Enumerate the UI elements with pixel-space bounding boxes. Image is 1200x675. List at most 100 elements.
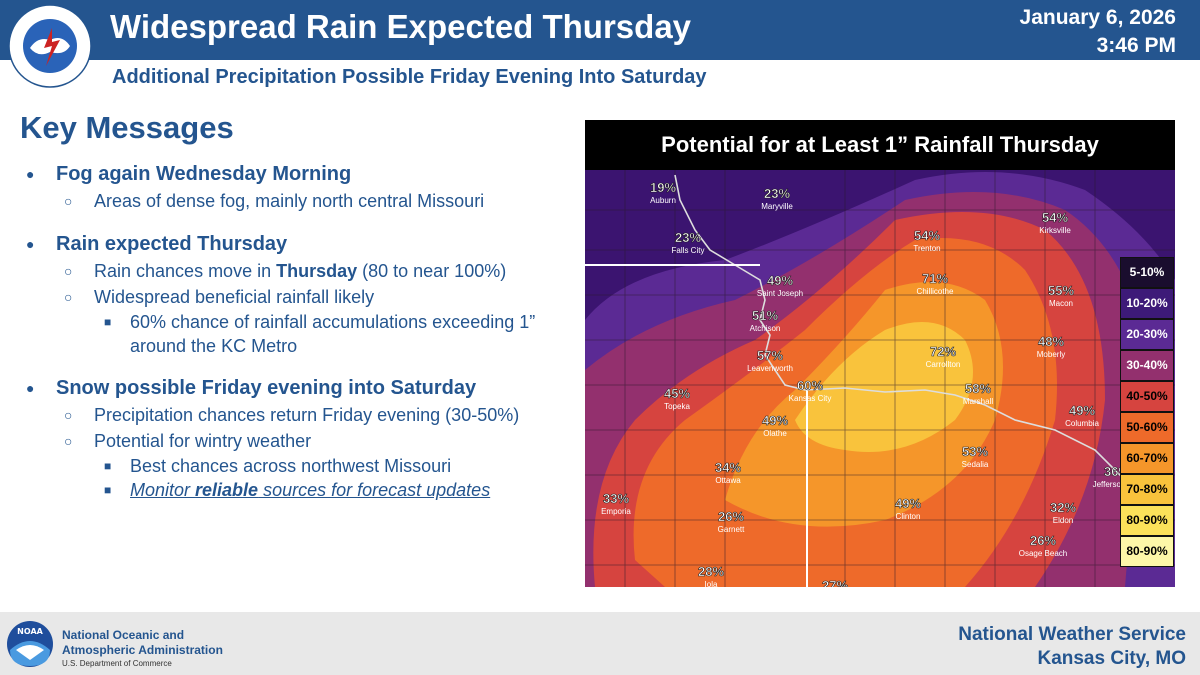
noaa-department: U.S. Department of Commerce (62, 659, 172, 668)
city-name: Kirksville (1039, 226, 1071, 235)
message-snow-monitor: Monitor reliable sources for forecast up… (26, 478, 576, 502)
city-label: 51%Atchison (750, 308, 781, 333)
city-name: Sedalia (962, 460, 989, 469)
city-name: Carrollton (926, 360, 961, 369)
city-percent: 53% (962, 444, 988, 459)
city-percent: 33% (603, 491, 629, 506)
city-name: Kansas City (789, 394, 832, 403)
city-percent: 23% (675, 230, 701, 245)
city-name: Eldon (1053, 516, 1073, 525)
city-percent: 27% (822, 578, 848, 587)
message-rain-beneficial: Widespread beneficial rainfall likely (26, 284, 576, 310)
city-percent: 49% (1069, 403, 1095, 418)
city-percent: 49% (762, 413, 788, 428)
city-label: 33%Emporia (601, 491, 631, 516)
city-label: 23%Maryville (761, 186, 793, 211)
city-name: Garnett (718, 525, 745, 534)
city-percent: 58% (965, 381, 991, 396)
noaa-logo-icon: NOAA (7, 621, 53, 667)
city-label: 49%Columbia (1065, 403, 1099, 428)
city-name: Iola (705, 580, 718, 587)
city-name: Osage Beach (1019, 549, 1067, 558)
legend-item: 70-80% (1120, 474, 1174, 505)
city-percent: 48% (1038, 334, 1064, 349)
city-label: 49%Clinton (895, 496, 922, 521)
city-name: Atchison (750, 324, 781, 333)
legend-item: 30-40% (1120, 350, 1174, 381)
city-label: 32%Eldon (1050, 500, 1077, 525)
city-label: 54%Trenton (913, 228, 940, 253)
legend-item: 20-30% (1120, 319, 1174, 350)
map-legend: 5-10% 10-20% 20-30% 30-40% 40-50% 50-60% 60-70… (1120, 257, 1174, 567)
noaa-name-line-1: National Oceanic and (62, 628, 185, 642)
city-label: 19%Auburn (650, 180, 677, 205)
message-rain-chances: Rain chances move in Thursday (80 to nea… (26, 258, 576, 284)
city-label: 45%Topeka (664, 386, 691, 411)
noaa-name-line-2: Atmospheric Administration (62, 643, 223, 657)
city-label: 26%Osage Beach (1019, 533, 1067, 558)
city-label: 49%Olathe (762, 413, 789, 438)
monitor-post: sources for forecast updates (258, 480, 491, 500)
city-percent: 19% (650, 180, 676, 195)
page-subtitle: Additional Precipitation Possible Friday… (112, 66, 707, 88)
city-percent: 55% (1048, 283, 1074, 298)
city-label: 49%Saint Joseph (757, 273, 803, 298)
city-label: 28%Iola (698, 564, 725, 587)
city-label: 27% (822, 578, 849, 587)
legend-item: 40-50% (1120, 381, 1174, 412)
rain-chances-pre: Rain chances move in (94, 261, 277, 281)
city-label: 26%Garnett (718, 509, 745, 534)
city-name: Chillicothe (917, 287, 954, 296)
city-label: 54%Kirksville (1039, 210, 1071, 235)
city-name: Olathe (763, 429, 787, 438)
legend-item: 60-70% (1120, 443, 1174, 474)
message-fog-heading: Fog again Wednesday Morning (26, 160, 576, 188)
message-snow-wintry: Potential for wintry weather (26, 428, 576, 454)
message-rain-accumulation: 60% chance of rainfall accumulations exc… (26, 310, 576, 358)
svg-text:NOAA: NOAA (17, 627, 43, 636)
legend-item: 50-60% (1120, 412, 1174, 443)
noaa-name: National Oceanic and Atmospheric Administ… (62, 628, 262, 658)
rain-chances-day: Thursday (276, 261, 358, 281)
city-name: Saint Joseph (757, 289, 803, 298)
office-location: Kansas City, MO (1037, 648, 1186, 669)
message-snow-best: Best chances across northwest Missouri (26, 454, 576, 478)
city-name: Ottawa (715, 476, 741, 485)
city-percent: 71% (922, 271, 948, 286)
city-percent: 26% (1030, 533, 1056, 548)
message-snow-heading: Snow possible Friday evening into Saturd… (26, 374, 576, 402)
city-percent: 60% (797, 378, 823, 393)
county-lines (585, 170, 1175, 587)
city-label: 71%Chillicothe (917, 271, 954, 296)
river-line (674, 174, 1146, 516)
city-name: Leavenworth (747, 364, 793, 373)
legend-item: 80-90% (1120, 505, 1174, 536)
city-label: 72%Carrollton (926, 344, 961, 369)
office-name: National Weather Service (958, 624, 1186, 645)
city-name: Columbia (1065, 419, 1099, 428)
key-messages-list: Fog again Wednesday Morning Areas of den… (26, 160, 576, 502)
header-band (0, 0, 1200, 60)
city-name: Topeka (664, 402, 690, 411)
city-percent: 45% (664, 386, 690, 401)
nws-logo-icon (8, 4, 92, 88)
map-title-bar: Potential for at Least 1” Rainfall Thurs… (585, 120, 1175, 170)
city-name: Moberly (1037, 350, 1065, 359)
city-percent: 28% (698, 564, 724, 579)
legend-item: 5-10% (1120, 257, 1174, 288)
city-name: Clinton (896, 512, 921, 521)
city-percent: 26% (718, 509, 744, 524)
city-name: Falls City (672, 246, 705, 255)
forecast-updates-link[interactable]: Monitor reliable sources for forecast up… (130, 480, 490, 500)
city-percent: 51% (752, 308, 778, 323)
city-percent: 54% (1042, 210, 1068, 225)
city-percent: 72% (930, 344, 956, 359)
city-percent: 32% (1050, 500, 1076, 515)
city-name: Trenton (913, 244, 940, 253)
city-percent: 49% (895, 496, 921, 511)
city-name: Marshall (963, 397, 993, 406)
city-percent: 57% (757, 348, 783, 363)
city-percent: 34% (715, 460, 741, 475)
